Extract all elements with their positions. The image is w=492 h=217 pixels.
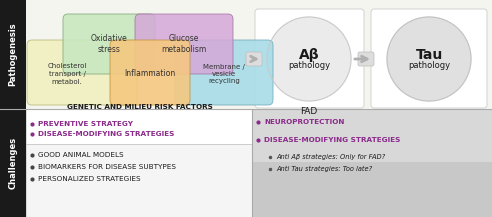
FancyBboxPatch shape <box>135 14 233 74</box>
Circle shape <box>387 17 471 101</box>
FancyBboxPatch shape <box>26 109 252 144</box>
Text: pathology: pathology <box>288 61 330 71</box>
FancyBboxPatch shape <box>26 144 252 217</box>
FancyBboxPatch shape <box>0 109 26 217</box>
FancyBboxPatch shape <box>252 109 492 217</box>
Text: PREVENTIVE STRATEGY: PREVENTIVE STRATEGY <box>38 121 133 127</box>
Text: DISEASE-MODIFYING STRATEGIES: DISEASE-MODIFYING STRATEGIES <box>38 131 174 137</box>
FancyBboxPatch shape <box>246 52 262 66</box>
FancyBboxPatch shape <box>358 52 374 66</box>
FancyBboxPatch shape <box>110 40 190 105</box>
Text: Oxidative
stress: Oxidative stress <box>91 34 127 54</box>
Text: Membrane /
vesicle
recycling: Membrane / vesicle recycling <box>203 64 245 84</box>
Text: DISEASE-MODIFYING STRATEGIES: DISEASE-MODIFYING STRATEGIES <box>264 137 400 143</box>
FancyBboxPatch shape <box>252 109 492 162</box>
Text: pathology: pathology <box>408 61 450 71</box>
Text: Tau: Tau <box>415 48 443 62</box>
Circle shape <box>267 17 351 101</box>
Text: Glucose
metabolism: Glucose metabolism <box>161 34 207 54</box>
Text: FAD: FAD <box>301 107 318 116</box>
Text: Aβ: Aβ <box>299 48 319 62</box>
FancyBboxPatch shape <box>0 0 26 109</box>
FancyBboxPatch shape <box>26 0 492 109</box>
Text: BIOMARKERS FOR DISEASE SUBTYPES: BIOMARKERS FOR DISEASE SUBTYPES <box>38 164 176 170</box>
FancyBboxPatch shape <box>255 9 364 108</box>
Text: Cholesterol
transport /
metabol.: Cholesterol transport / metabol. <box>47 64 87 84</box>
FancyBboxPatch shape <box>27 40 137 105</box>
Text: PERSONALIZED STRATEGIES: PERSONALIZED STRATEGIES <box>38 176 141 182</box>
Text: Inflammation: Inflammation <box>124 69 176 79</box>
FancyBboxPatch shape <box>63 14 155 74</box>
FancyBboxPatch shape <box>371 9 487 108</box>
Text: Pathogenesis: Pathogenesis <box>8 23 18 86</box>
Text: Challenges: Challenges <box>8 137 18 189</box>
Text: GENETIC AND MILIEU RISK FACTORS: GENETIC AND MILIEU RISK FACTORS <box>67 104 213 110</box>
FancyBboxPatch shape <box>175 40 273 105</box>
Text: GOOD ANIMAL MODELS: GOOD ANIMAL MODELS <box>38 152 123 158</box>
Text: NEUROPROTECTION: NEUROPROTECTION <box>264 119 344 125</box>
Text: Anti Tau strategies: Too late?: Anti Tau strategies: Too late? <box>276 166 372 172</box>
Text: Anti Aβ strategies: Only for FAD?: Anti Aβ strategies: Only for FAD? <box>276 154 385 160</box>
